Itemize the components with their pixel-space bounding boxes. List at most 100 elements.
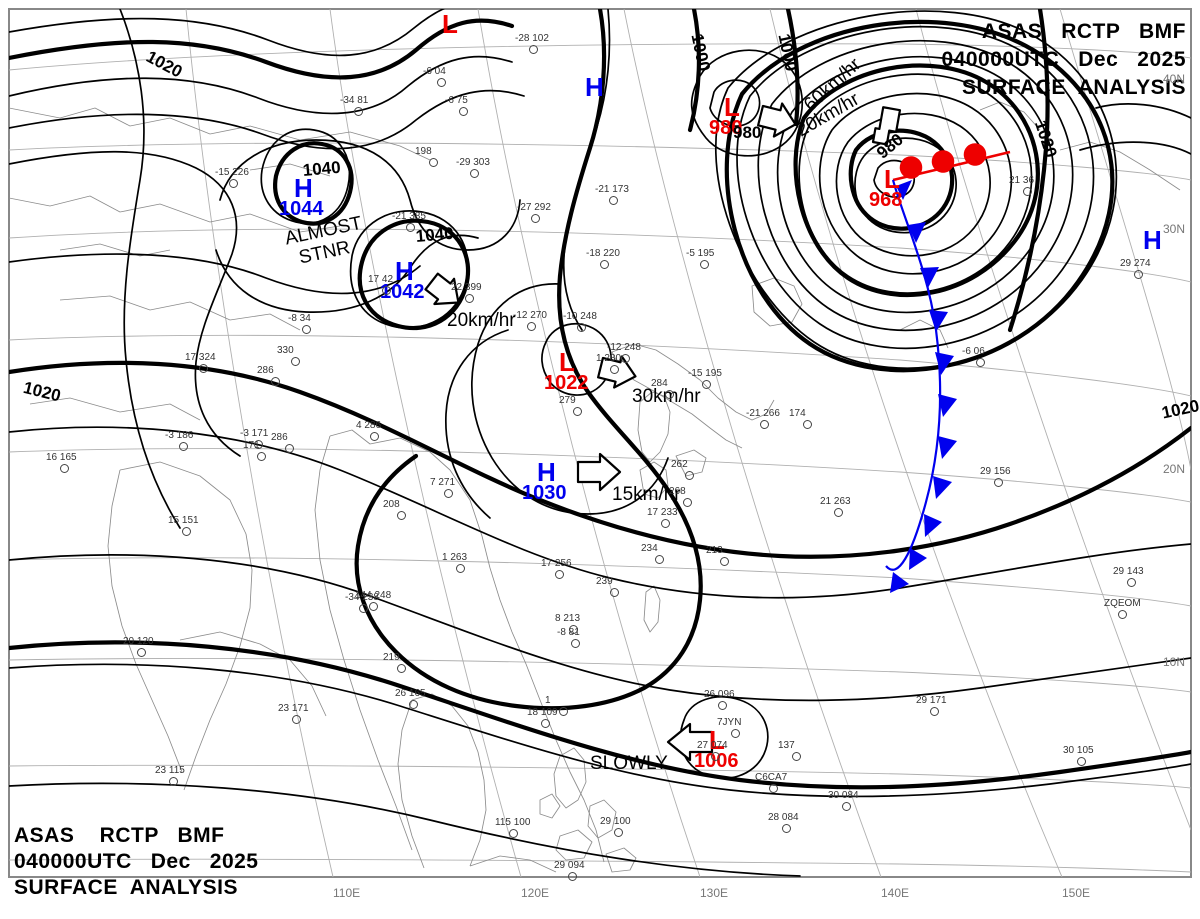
map-frame	[8, 8, 1192, 878]
station-plot: 234	[641, 543, 658, 554]
station-plot: 171	[243, 440, 260, 451]
station-plot: 27 074	[697, 740, 728, 751]
motion-label-15kmhr-4: 15km/hr	[612, 484, 681, 505]
pressure-value-l-980: 980	[709, 117, 743, 139]
station-plot: 144 248	[355, 590, 392, 601]
station-circle-icon	[609, 196, 618, 205]
isobar-label-980-7: 980	[733, 123, 762, 142]
longitude-label-110e: 110E	[333, 886, 361, 900]
station-plot: -10 248	[563, 311, 597, 322]
station-plot: 29 094	[554, 860, 585, 871]
station-plot: 219	[383, 652, 400, 663]
longitude-label-150e: 150E	[1062, 886, 1091, 900]
station-circle-icon	[803, 420, 812, 429]
station-plot: 15 151	[168, 515, 199, 526]
title-bottom-left-line3: SURFACE ANALYSIS	[14, 876, 238, 899]
station-plot: -21 266	[746, 408, 780, 419]
station-plot: 29 143	[1113, 566, 1144, 577]
station-plot: 7JYN	[717, 717, 742, 728]
cold-front	[885, 179, 957, 593]
station-plot: -3 186	[165, 430, 194, 441]
station-plot: 262	[671, 459, 688, 470]
station-circle-icon	[702, 380, 711, 389]
graticule	[9, 9, 1191, 877]
motion-arrow-h1030	[576, 452, 622, 492]
station-plot: 30 105	[1063, 745, 1094, 756]
station-plot: -12 248	[607, 342, 641, 353]
station-circle-icon	[731, 729, 740, 738]
station-circle-icon	[179, 442, 188, 451]
station-circle-icon	[285, 444, 294, 453]
station-plot: 29 156	[980, 466, 1011, 477]
station-plot: -34 81	[340, 95, 369, 106]
isobars-thick	[9, 9, 1191, 790]
station-plot: 286	[257, 365, 274, 376]
station-plot: 23 115	[155, 765, 185, 776]
title-top-right-line1: ASAS RCTP BMF	[981, 20, 1186, 43]
station-plot: 279	[559, 395, 576, 406]
pressure-system-letter-l-1006: L	[709, 725, 725, 755]
station-plot: 208	[383, 499, 400, 510]
warm-front	[892, 143, 1011, 182]
station-circle-icon	[169, 777, 178, 786]
pressure-system-letter-l-top: L	[442, 9, 458, 39]
station-plot: 17 324	[185, 352, 216, 363]
isobar-label-1040-5: 1040	[415, 223, 455, 246]
pressure-value-l-968: 968	[869, 189, 903, 211]
station-circle-icon	[700, 260, 709, 269]
pressure-value-l-1022: 1022	[544, 372, 589, 394]
motion-label-slowly-7: SLOWLY	[590, 753, 668, 774]
station-plot: 26 165	[395, 688, 426, 699]
latitude-label-20n: 20N	[1163, 462, 1186, 476]
station-plot: -3 171	[240, 428, 269, 439]
station-circle-icon	[683, 498, 692, 507]
station-circle-icon	[792, 752, 801, 761]
station-circle-icon	[137, 648, 146, 657]
station-plot: -8 34	[288, 313, 311, 324]
station-circle-icon	[527, 322, 536, 331]
station-plot: 198	[415, 146, 432, 157]
station-circle-icon	[930, 707, 939, 716]
station-plot: -5 195	[686, 248, 715, 259]
motion-arrow-l980	[757, 102, 797, 138]
pressure-system-letter-h-1044: H	[294, 173, 313, 203]
station-circle-icon	[456, 564, 465, 573]
station-circle-icon	[661, 519, 670, 528]
station-circle-icon	[720, 557, 729, 566]
motion-arrow-l1006	[666, 722, 714, 762]
station-plot: -8 81	[557, 627, 580, 638]
station-circle-icon	[382, 286, 391, 295]
station-plot: 7 271	[430, 477, 456, 488]
station-plot: -28 102	[515, 33, 549, 44]
pressure-system-letter-l-980: L	[724, 92, 740, 122]
station-circle-icon	[302, 325, 311, 334]
pressure-value-h-1030: 1030	[522, 482, 567, 504]
station-circle-icon	[718, 701, 727, 710]
station-circle-icon	[1077, 757, 1086, 766]
title-bottom-left-line1: ASAS RCTP BMF	[14, 824, 225, 847]
station-plot: 29 274	[1120, 258, 1151, 269]
latitude-label-30n: 30N	[1163, 222, 1186, 236]
station-plot: 1 263	[442, 552, 468, 563]
latitude-label-40n: 40N	[1163, 72, 1186, 86]
pressure-system-letter-h-right: H	[1143, 225, 1162, 255]
station-circle-icon	[397, 664, 406, 673]
station-circle-icon	[60, 464, 69, 473]
station-circle-icon	[614, 828, 623, 837]
isobars-thin	[9, 9, 1191, 877]
pressure-system-letter-h-top: H	[585, 72, 604, 102]
motion-label-20kmhr-0: 20km/hr	[447, 310, 516, 331]
station-plot: -34 238	[345, 592, 379, 603]
title-top-right-line3: SURFACE ANALYSIS	[962, 76, 1186, 99]
station-circle-icon	[271, 377, 280, 386]
coastlines	[9, 101, 1181, 873]
station-circle-icon	[655, 555, 664, 564]
station-plot: 16 165	[46, 452, 77, 463]
station-plot: 29 100	[600, 816, 631, 827]
station-circle-icon	[254, 440, 263, 449]
station-plot: -21 385	[392, 211, 426, 222]
station-circle-icon	[459, 107, 468, 116]
station-plot: 20 120	[123, 636, 154, 647]
